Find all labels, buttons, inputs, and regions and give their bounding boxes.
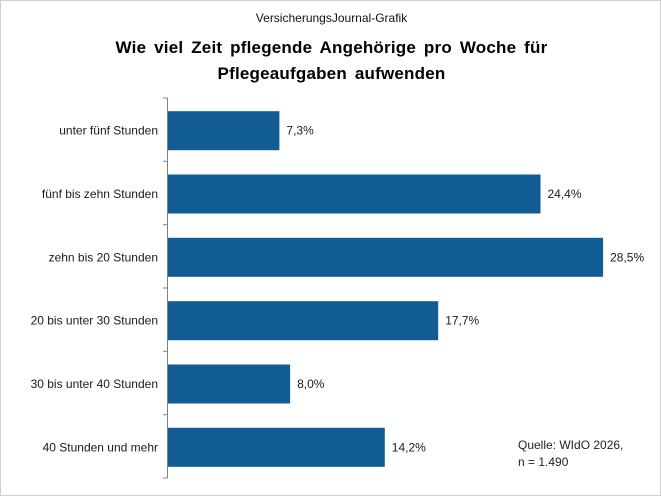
value-label: 14,2% [392, 440, 426, 454]
category-label: 40 Stunden und mehr [43, 440, 158, 454]
bar-2 [168, 237, 604, 277]
category-label: zehn bis 20 Stunden [49, 250, 158, 264]
source-note: Quelle: WIdO 2026, n = 1.490 [518, 437, 623, 471]
category-label: unter fünf Stunden [59, 124, 158, 138]
value-label: 24,4% [548, 187, 582, 201]
value-label: 17,7% [445, 314, 479, 328]
category-label: 30 bis unter 40 Stunden [31, 377, 158, 391]
bar-4 [168, 364, 291, 404]
value-label: 7,3% [286, 124, 314, 138]
source-note-line: Quelle: WIdO 2026, [518, 438, 624, 452]
bar-0 [168, 111, 280, 151]
value-label: 8,0% [297, 377, 325, 391]
category-label: 20 bis unter 30 Stunden [31, 314, 158, 328]
bar-3 [168, 301, 439, 341]
value-label: 28,5% [610, 250, 644, 264]
bar-5 [168, 427, 385, 467]
chart-credit: VersicherungsJournal-Grafik [255, 11, 408, 25]
category-label: fünf bis zehn Stunden [42, 187, 158, 201]
chart-title: Wie viel Zeit pflegende Angehörige pro W… [115, 38, 548, 83]
sample-size-note: n = 1.490 [518, 455, 569, 469]
bar-1 [168, 174, 541, 214]
